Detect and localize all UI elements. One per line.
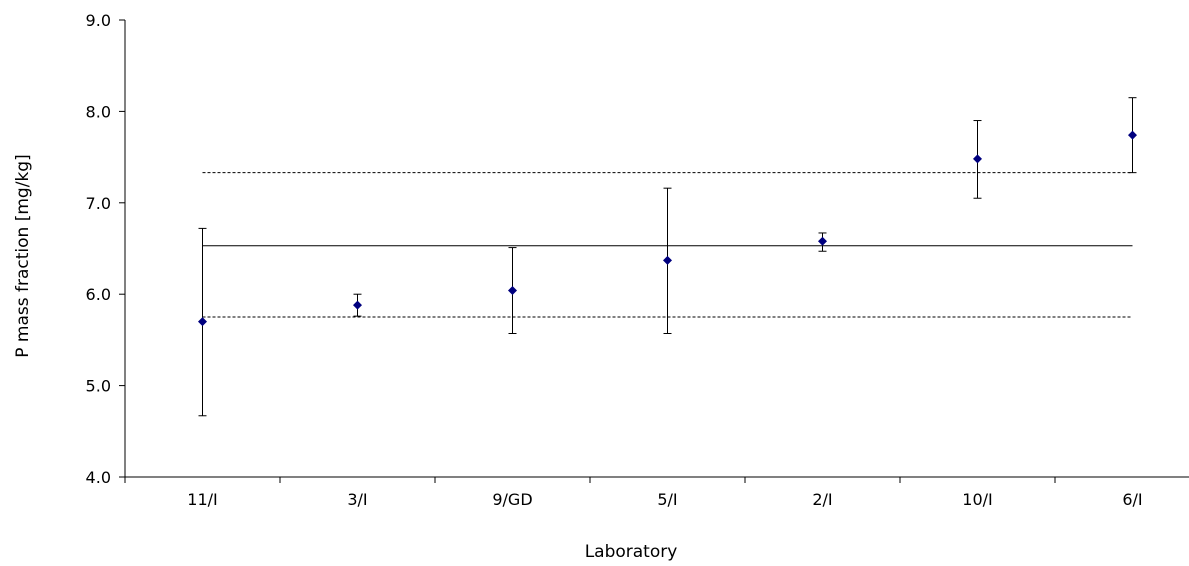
data-point <box>973 154 982 164</box>
x-tick-label: 3/I <box>347 490 367 509</box>
y-axis: 4.0 5.0 6.0 7.0 8.0 9.0 <box>86 11 126 487</box>
x-axis-title: Laboratory <box>585 542 678 562</box>
x-tick-label: 9/GD <box>492 490 532 509</box>
x-tick-label: 2/I <box>812 490 832 509</box>
x-tick-label: 6/I <box>1122 490 1142 509</box>
data-point <box>1128 130 1137 140</box>
y-tick-label: 4.0 <box>86 468 111 487</box>
x-axis: 11/I 3/I 9/GD 5/I 2/I 10/I 6/I <box>124 476 1189 509</box>
y-tick-label: 7.0 <box>86 194 111 213</box>
x-tick-label: 10/I <box>962 490 992 509</box>
y-axis-title: P mass fraction [mg/kg] <box>13 154 33 357</box>
x-tick-label: 11/I <box>187 490 217 509</box>
data-point <box>818 236 827 246</box>
y-tick-label: 8.0 <box>86 102 111 121</box>
y-tick-label: 6.0 <box>86 285 111 304</box>
data-point <box>663 255 672 265</box>
data-points <box>198 130 1137 327</box>
x-tick-label: 5/I <box>657 490 677 509</box>
data-point <box>198 317 207 327</box>
y-tick-label: 5.0 <box>86 377 111 396</box>
data-point <box>508 286 517 296</box>
data-point <box>353 300 362 310</box>
y-tick-label: 9.0 <box>86 11 111 30</box>
